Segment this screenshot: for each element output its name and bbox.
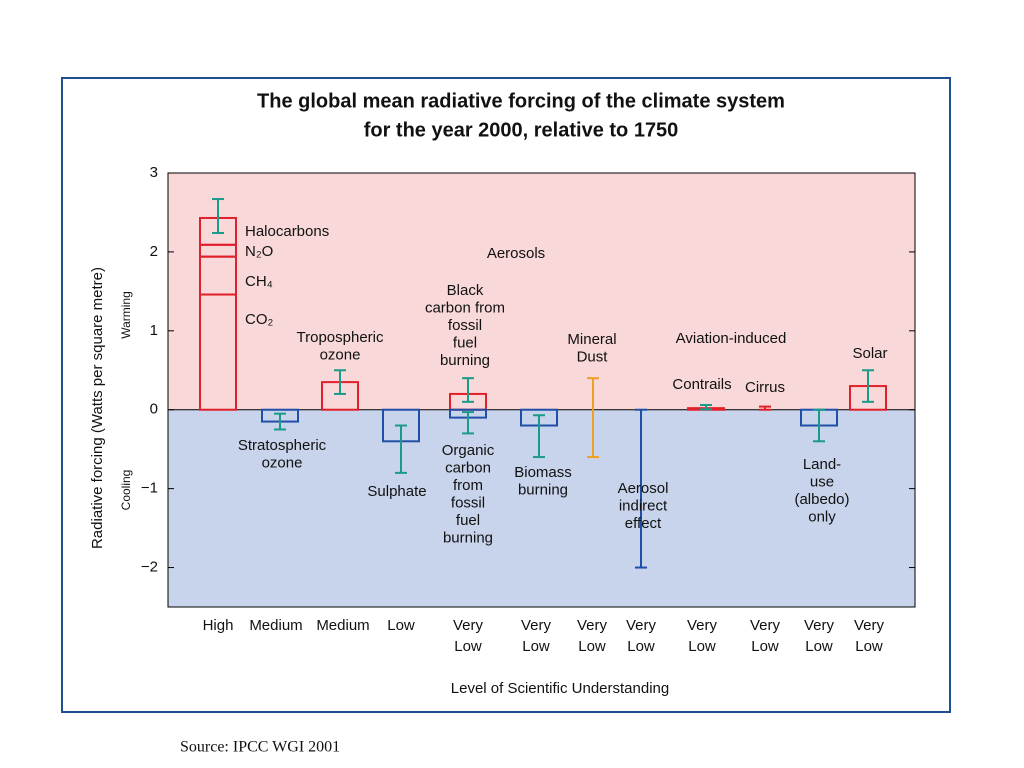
- level-label: Medium: [249, 617, 302, 634]
- y-tick-label: 1: [150, 322, 158, 339]
- level-label: Very: [626, 617, 657, 634]
- y-tick-label: −2: [141, 559, 158, 576]
- y-axis-label: Radiative forcing (Watts per square metr…: [89, 267, 106, 549]
- bar-label: Biomass: [514, 464, 572, 481]
- group-label: Aerosols: [487, 245, 545, 262]
- level-label: Low: [688, 638, 716, 655]
- plot-border: [167, 172, 916, 608]
- segment-label: CH₄: [245, 273, 273, 290]
- bar-label: carbon: [445, 459, 491, 476]
- bar-label: Sulphate: [367, 483, 426, 500]
- level-label: Low: [751, 638, 779, 655]
- warming-area: [168, 173, 915, 410]
- bar-label: ozone: [320, 346, 361, 363]
- bar-label: Land-: [803, 456, 841, 473]
- bar-label: Aerosol: [618, 480, 669, 497]
- y-tick-label: −1: [141, 480, 158, 497]
- bar-label: Mineral: [567, 331, 616, 348]
- bar-label: indirect: [619, 497, 668, 514]
- level-label: Very: [521, 617, 552, 634]
- bar-label: effect: [625, 515, 662, 532]
- level-label: Low: [387, 617, 415, 634]
- bar-label: fossil: [451, 494, 485, 511]
- bar-label: burning: [518, 481, 568, 498]
- bar-label: Contrails: [672, 376, 731, 393]
- level-label: Very: [750, 617, 781, 634]
- level-label: Low: [578, 638, 606, 655]
- bar-label: from: [453, 477, 483, 494]
- segment-label: CO₂: [245, 311, 274, 328]
- group-label: Aviation-induced: [676, 330, 787, 347]
- bar-label: ozone: [262, 454, 303, 471]
- frame: [61, 77, 951, 713]
- level-label: Medium: [316, 617, 369, 634]
- level-label: Very: [854, 617, 885, 634]
- x-axis-label: Level of Scientific Understanding: [451, 680, 669, 697]
- bar-label: Solar: [852, 345, 887, 362]
- level-label: Very: [687, 617, 718, 634]
- bar-label: (albedo): [794, 491, 849, 508]
- bar-label: Tropospheric: [297, 329, 384, 346]
- level-label: Very: [804, 617, 835, 634]
- level-label: Low: [805, 638, 833, 655]
- bar-label: Cirrus: [745, 379, 785, 396]
- y-tick-label: 0: [150, 401, 158, 418]
- cooling-area: [168, 409, 915, 607]
- chart-title: for the year 2000, relative to 1750: [364, 119, 679, 141]
- bar-label: only: [808, 508, 836, 525]
- source: Source: IPCC WGI 2001: [180, 739, 340, 756]
- bar-label: burning: [440, 352, 490, 369]
- level-label: Very: [453, 617, 484, 634]
- level-label: Low: [522, 638, 550, 655]
- bar-label: Organic: [442, 442, 495, 459]
- bar-label: carbon from: [425, 299, 505, 316]
- bar-label: use: [810, 473, 834, 490]
- chart-title: The global mean radiative forcing of the…: [257, 90, 785, 112]
- bar-label: fuel: [453, 334, 477, 351]
- y-tick-label: 3: [150, 164, 158, 181]
- y-tick-label: 2: [150, 243, 158, 260]
- warming-label: Warming: [119, 291, 133, 339]
- bar-label: Dust: [577, 348, 609, 365]
- segment-label: Halocarbons: [245, 223, 329, 240]
- bar-label: fossil: [448, 317, 482, 334]
- bar-label: fuel: [456, 512, 480, 529]
- bar-label: burning: [443, 529, 493, 546]
- cooling-label: Cooling: [119, 470, 133, 511]
- bar-label: Black: [447, 282, 484, 299]
- level-label: Very: [577, 617, 608, 634]
- segment-label: N₂O: [245, 243, 273, 260]
- bar-label: Stratospheric: [238, 437, 327, 454]
- level-label: Low: [855, 638, 883, 655]
- level-label: Low: [627, 638, 655, 655]
- level-label: High: [203, 617, 234, 634]
- level-label: Low: [454, 638, 482, 655]
